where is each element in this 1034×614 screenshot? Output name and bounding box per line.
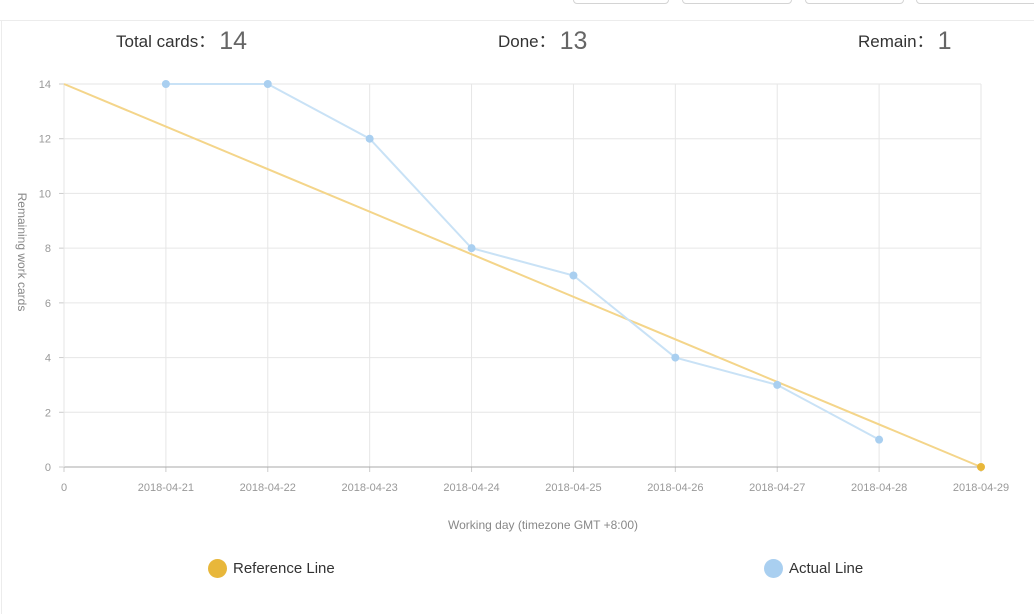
x-tick-label: 2018-04-29: [953, 482, 1009, 494]
x-tick-label: 2018-04-27: [749, 482, 805, 494]
y-tick-label: 12: [39, 134, 51, 146]
y-tick-label: 4: [45, 353, 51, 365]
toolbar-button-4[interactable]: [916, 0, 1034, 4]
x-tick-label: 2018-04-22: [240, 482, 296, 494]
legend-item-actual[interactable]: Actual Line: [764, 559, 863, 578]
y-tick-label: 10: [39, 188, 51, 200]
y-tick-label: 14: [39, 79, 51, 91]
actual-line-point: [263, 80, 272, 88]
done-stat: Done： 13: [498, 27, 587, 56]
actual-line-point: [569, 271, 578, 280]
done-value: 13: [559, 27, 588, 55]
remain-stat: Remain： 1: [858, 27, 952, 56]
y-tick-label: 0: [45, 462, 51, 474]
legend-item-reference[interactable]: Reference Line: [208, 559, 335, 578]
chart-labels: 0 2 4 6 8 10 12 14 0 2018-04-21 2018-04-22 2018-04-…: [39, 79, 1009, 494]
actual-line-line: [165, 83, 880, 441]
x-axis-title: Working day (timezone GMT +8:00): [448, 518, 638, 532]
actual-line-point: [161, 80, 170, 88]
x-tick-label: 2018-04-24: [443, 482, 499, 494]
legend-reference-label: Reference Line: [233, 560, 335, 577]
reference-line-line: [63, 83, 982, 468]
x-tick-label: 2018-04-25: [545, 482, 601, 494]
actual-line-point: [467, 244, 476, 253]
legend-actual-label: Actual Line: [789, 560, 864, 577]
done-label: Done：: [498, 32, 556, 51]
total-cards-value: 14: [219, 27, 248, 55]
actual-line-point: [875, 435, 884, 444]
y-axis-title: Remaining work cards: [15, 193, 29, 312]
remain-value: 1: [937, 27, 952, 55]
total-cards-stat: Total cards： 14: [116, 27, 247, 56]
x-tick-label: 2018-04-28: [851, 482, 907, 494]
chart-panel: [1, 20, 1034, 614]
x-tick-label: 2018-04-21: [138, 482, 194, 494]
chart-lines: [63, 80, 985, 471]
x-tick-label: 2018-04-26: [647, 482, 703, 494]
y-tick-label: 8: [45, 243, 51, 255]
chart-axes: [59, 83, 982, 472]
actual-line-point: [671, 353, 680, 362]
y-tick-label: 6: [45, 298, 51, 310]
remain-label: Remain：: [858, 32, 934, 51]
y-tick-label: 2: [45, 407, 51, 419]
total-cards-label: Total cards：: [116, 32, 216, 51]
legend-reference-marker: [208, 559, 227, 578]
actual-line-point: [773, 380, 782, 389]
actual-line-point: [365, 134, 374, 143]
reference-line-point: [977, 463, 985, 471]
legend-actual-marker: [764, 559, 783, 578]
x-tick-label: 0: [61, 482, 67, 494]
toolbar-strip: [0, 0, 1034, 21]
x-tick-label: 2018-04-23: [342, 482, 398, 494]
